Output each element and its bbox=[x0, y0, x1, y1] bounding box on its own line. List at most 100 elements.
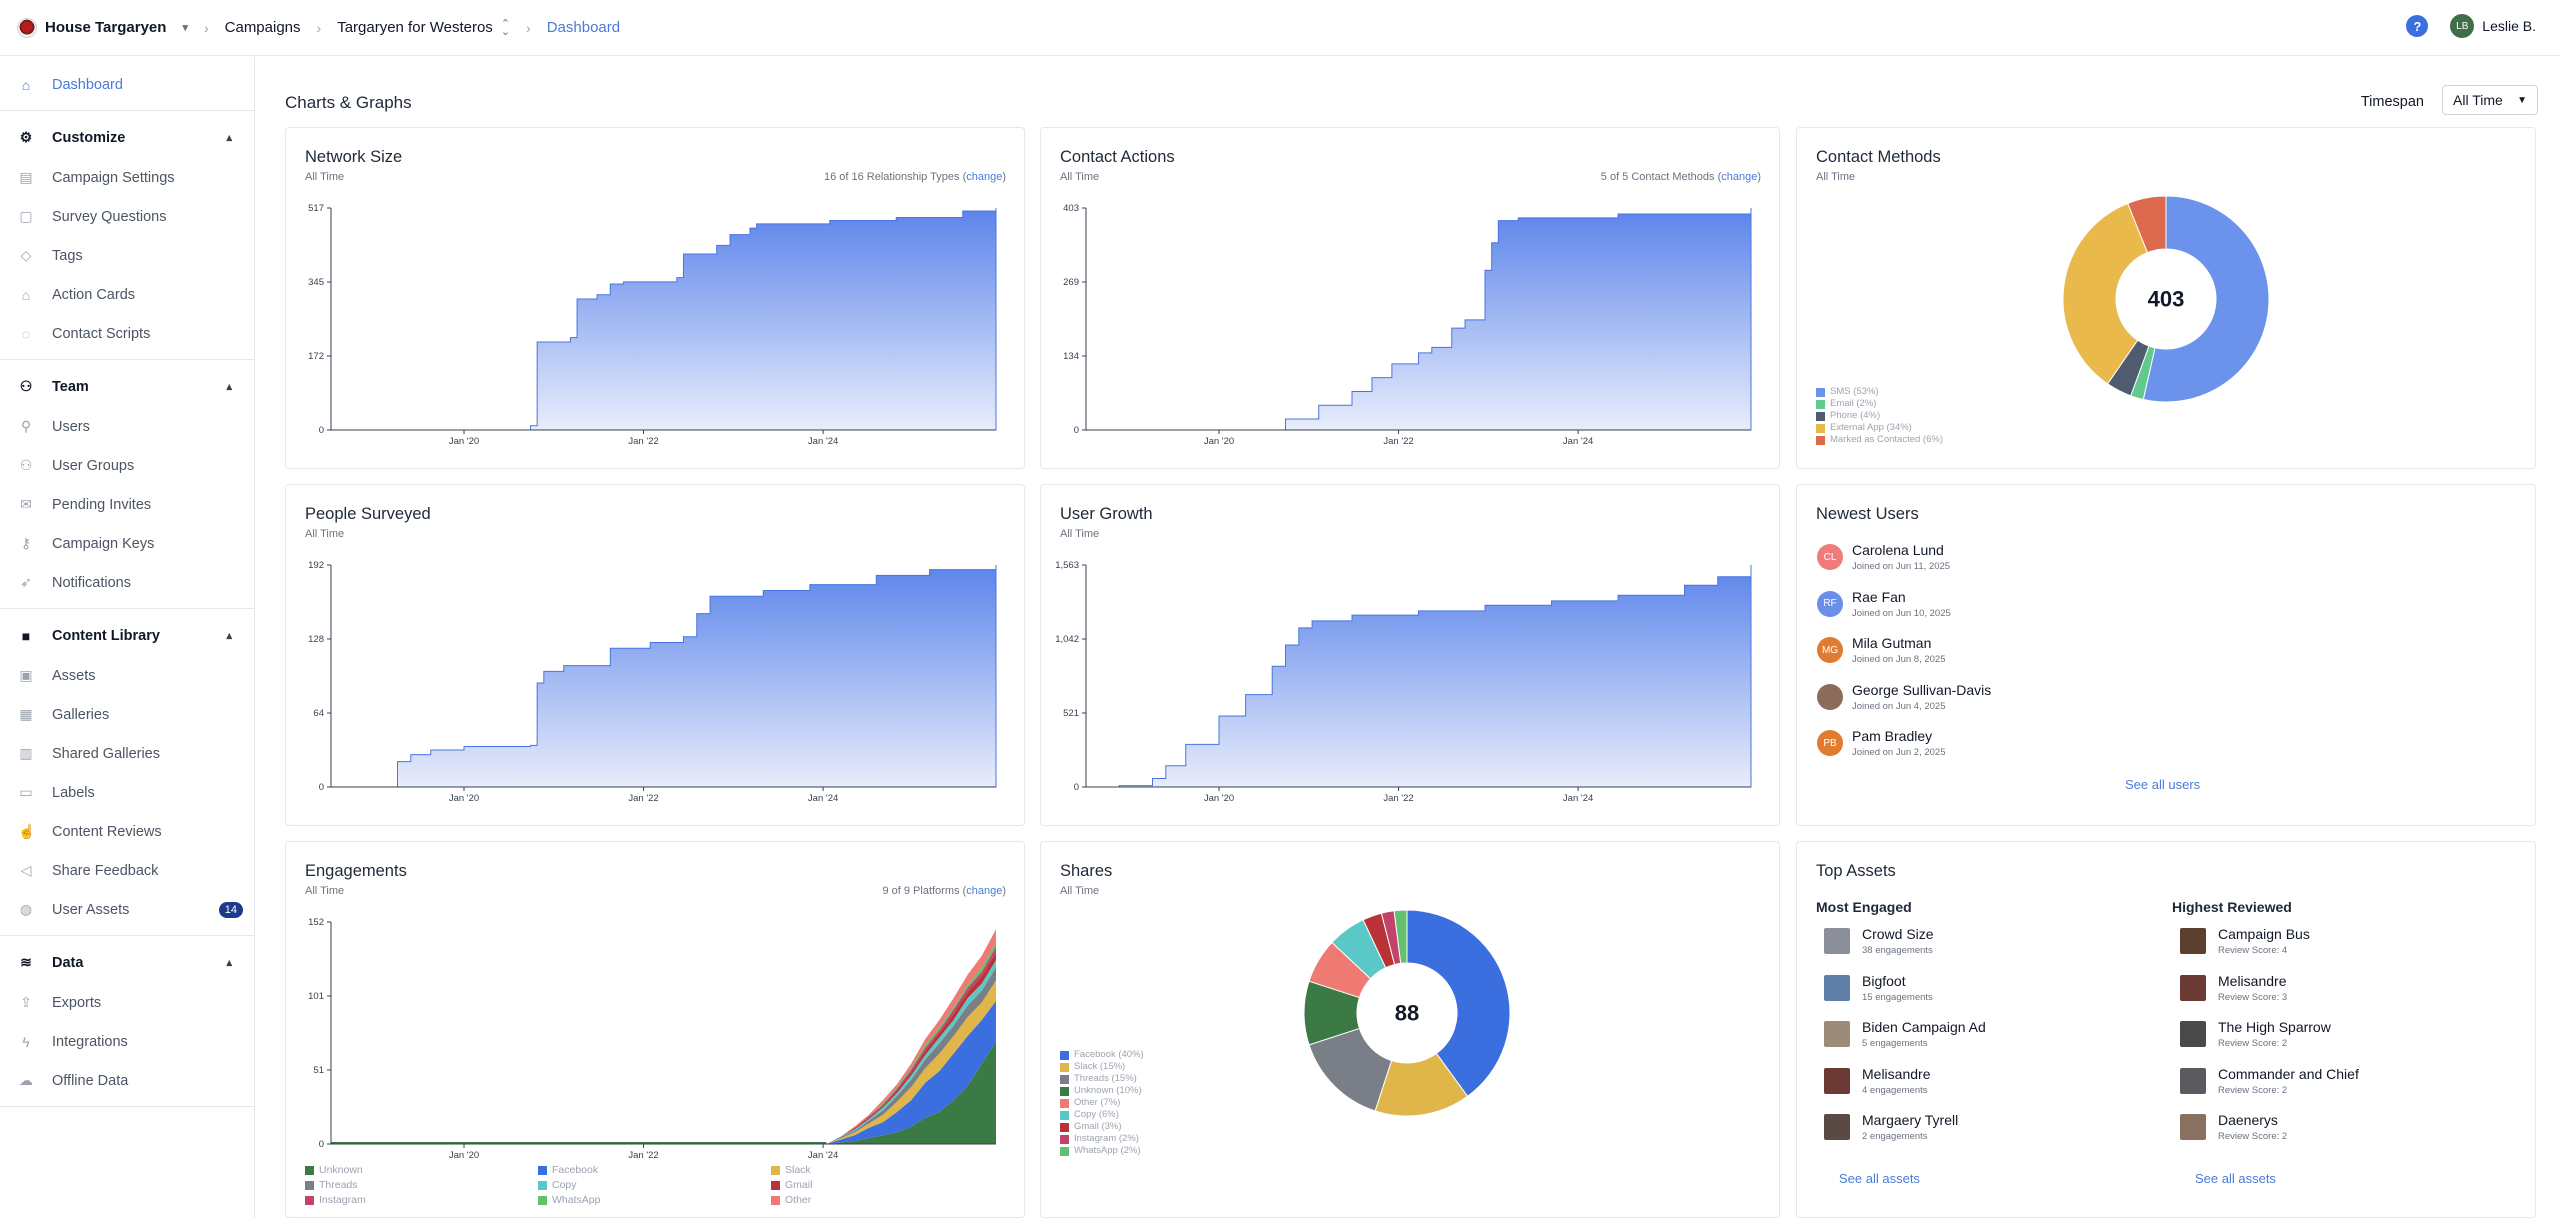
newest-user-row[interactable]: CL Carolena Lund Joined on Jun 11, 2025 bbox=[1817, 542, 1950, 572]
user-name[interactable]: Leslie B. bbox=[2482, 18, 2536, 34]
sidebar-item-shared-galleries[interactable]: ▥ Shared Galleries bbox=[0, 734, 254, 773]
sidebar-item-action-cards[interactable]: ⌂ Action Cards bbox=[0, 275, 254, 314]
legend-item: Slack bbox=[771, 1164, 971, 1176]
timespan-select[interactable]: All Time ▼ bbox=[2442, 85, 2538, 115]
legend-swatch bbox=[305, 1165, 314, 1175]
newest-user-row[interactable]: MG Mila Gutman Joined on Jun 8, 2025 bbox=[1817, 635, 1946, 665]
sidebar-item-users[interactable]: ⚲ Users bbox=[0, 407, 254, 446]
legend-swatch bbox=[305, 1195, 314, 1205]
legend-item: Unknown (10%) bbox=[1060, 1085, 1144, 1097]
legend-swatch bbox=[538, 1165, 547, 1175]
legend-swatch bbox=[538, 1180, 547, 1190]
asset-row[interactable]: Melisandre Review Score: 3 bbox=[2180, 973, 2287, 1003]
asset-row[interactable]: Bigfoot 15 engagements bbox=[1824, 973, 1933, 1003]
asset-name: The High Sparrow bbox=[2218, 1019, 2331, 1035]
legend-swatch bbox=[1816, 411, 1825, 421]
user-info: Rae Fan Joined on Jun 10, 2025 bbox=[1852, 589, 1951, 619]
user-joined-date: Joined on Jun 2, 2025 bbox=[1852, 747, 1946, 758]
asset-info: Commander and Chief Review Score: 2 bbox=[2218, 1066, 2359, 1096]
legend-label: SMS (53%) bbox=[1830, 386, 1879, 397]
sidebar-item-survey-questions[interactable]: ▢ Survey Questions bbox=[0, 197, 254, 236]
sidebar-item-label: Tags bbox=[52, 247, 83, 264]
sidebar-item-exports[interactable]: ⇪ Exports bbox=[0, 983, 254, 1022]
asset-name: Commander and Chief bbox=[2218, 1065, 2359, 1082]
sidebar-item-dashboard[interactable]: ⌂ Dashboard bbox=[0, 65, 254, 104]
change-link[interactable]: change bbox=[966, 171, 1003, 183]
see-all-assets-link[interactable]: See all assets bbox=[1839, 1171, 1920, 1186]
sidebar-item-content-reviews[interactable]: ☝ Content Reviews bbox=[0, 812, 254, 851]
asset-row[interactable]: Margaery Tyrell 2 engagements bbox=[1824, 1112, 1958, 1142]
contact-actions-chart: 0 134 269 403 Jan '20 Jan '22 Jan '24 bbox=[1063, 203, 1752, 447]
sidebar-section-customize[interactable]: ⚙ Customize ▴ bbox=[0, 117, 254, 158]
legend-label: Slack (15%) bbox=[1074, 1061, 1126, 1072]
tag-icon: ◇ bbox=[20, 247, 32, 263]
legend-item: Gmail bbox=[771, 1179, 971, 1191]
user-joined-date: Joined on Jun 10, 2025 bbox=[1852, 607, 1951, 619]
x-tick-label: Jan '20 bbox=[449, 1150, 479, 1161]
sidebar-item-integrations[interactable]: ϟ Integrations bbox=[0, 1022, 254, 1061]
clipboard-icon: ▢ bbox=[19, 208, 33, 224]
image-icon: ▣ bbox=[19, 667, 33, 683]
chevron-down-icon: ▾ bbox=[182, 22, 188, 34]
contact-methods-legend: SMS (53%) Email (2%) Phone (4%) External Ap… bbox=[1816, 386, 1943, 446]
newest-user-row[interactable]: George Sullivan-Davis Joined on Jun 4, 20… bbox=[1817, 682, 1991, 712]
see-all-users-link[interactable]: See all users bbox=[2125, 777, 2201, 792]
asset-row[interactable]: Campaign Bus Review Score: 4 bbox=[2180, 926, 2310, 956]
legend-swatch bbox=[1816, 435, 1825, 445]
breadcrumb-campaign[interactable]: Targaryen for Westeros ⌃ ⌄ bbox=[337, 18, 510, 37]
legend-item: Threads (15%) bbox=[1060, 1073, 1144, 1085]
sidebar-item-assets[interactable]: ▣ Assets bbox=[0, 656, 254, 695]
asset-row[interactable]: Crowd Size 38 engagements bbox=[1824, 926, 1934, 956]
legend-label: Copy (6%) bbox=[1074, 1109, 1119, 1120]
sidebar-section-team[interactable]: ⚇ Team ▴ bbox=[0, 366, 254, 407]
sidebar-item-user-groups[interactable]: ⚇ User Groups bbox=[0, 446, 254, 485]
asset-meta: Review Score: 2 bbox=[2218, 1131, 2288, 1142]
people-surveyed-chart: 0 64 128 192 Jan '20 Jan '22 Jan '24 bbox=[308, 560, 997, 804]
see-all-assets-link[interactable]: See all assets bbox=[2195, 1171, 2276, 1186]
asset-row[interactable]: Biden Campaign Ad 5 engagements bbox=[1824, 1019, 1986, 1049]
change-link[interactable]: change bbox=[1721, 171, 1758, 183]
sidebar-item-campaign-keys[interactable]: ⚷ Campaign Keys bbox=[0, 524, 254, 563]
y-tick-label: 51 bbox=[313, 1065, 324, 1076]
user-joined-date: Joined on Jun 4, 2025 bbox=[1852, 700, 1946, 712]
change-link[interactable]: change bbox=[966, 885, 1003, 897]
sidebar-item-galleries[interactable]: ▦ Galleries bbox=[0, 695, 254, 734]
asset-row[interactable]: Melisandre 4 engagements bbox=[1824, 1066, 1930, 1096]
sidebar-item-label: User Assets bbox=[52, 901, 130, 918]
divider bbox=[0, 1106, 254, 1107]
asset-thumbnail bbox=[1824, 1114, 1850, 1140]
help-icon[interactable]: ? bbox=[2406, 15, 2429, 37]
sidebar-item-share-feedback[interactable]: ◁ Share Feedback bbox=[0, 851, 254, 890]
newest-user-row[interactable]: PB Pam Bradley Joined on Jun 2, 2025 bbox=[1817, 728, 1946, 758]
legend-item: Unknown bbox=[305, 1164, 538, 1176]
upload-icon: ⇪ bbox=[20, 994, 32, 1010]
card-subtitle: All Time bbox=[1060, 171, 1100, 183]
sidebar-section-data[interactable]: ≋ Data ▴ bbox=[0, 942, 254, 983]
asset-row[interactable]: Daenerys Review Score: 2 bbox=[2180, 1112, 2287, 1142]
sidebar-item-offline-data[interactable]: ☁ Offline Data bbox=[0, 1061, 254, 1100]
y-tick-label: 0 bbox=[1074, 782, 1079, 793]
user-avatar[interactable]: LB bbox=[2450, 14, 2475, 38]
sidebar-item-user-assets[interactable]: ◍ User Assets 14 bbox=[0, 890, 254, 929]
sidebar-item-labels[interactable]: ▭ Labels bbox=[0, 773, 254, 812]
legend-swatch bbox=[771, 1180, 780, 1190]
sidebar-section-content-library[interactable]: ■ Content Library ▴ bbox=[0, 615, 254, 656]
avatar: MG bbox=[1817, 637, 1843, 663]
sidebar-item-campaign-settings[interactable]: ▤ Campaign Settings bbox=[0, 158, 254, 197]
breadcrumb-campaigns[interactable]: Campaigns bbox=[224, 19, 301, 36]
donut-slice bbox=[2127, 195, 2167, 254]
sidebar-item-contact-scripts[interactable]: ◌ Contact Scripts bbox=[0, 314, 254, 353]
sidebar-item-tags[interactable]: ◇ Tags bbox=[0, 236, 254, 275]
legend-swatch bbox=[1060, 1110, 1069, 1120]
newest-user-row[interactable]: RF Rae Fan Joined on Jun 10, 2025 bbox=[1817, 589, 1951, 619]
asset-meta: 2 engagements bbox=[1862, 1131, 1928, 1142]
org-switcher[interactable]: House Targaryen ▾ bbox=[17, 17, 188, 38]
sidebar-item-label: Dashboard bbox=[52, 76, 123, 93]
asset-row[interactable]: The High Sparrow Review Score: 2 bbox=[2180, 1019, 2331, 1049]
sidebar-item-notifications[interactable]: ➶ Notifications bbox=[0, 563, 254, 602]
breadcrumb-dashboard[interactable]: Dashboard bbox=[546, 19, 621, 36]
asset-row[interactable]: Commander and Chief Review Score: 2 bbox=[2180, 1066, 2359, 1096]
legend-swatch bbox=[305, 1180, 314, 1190]
sidebar-item-pending-invites[interactable]: ✉ Pending Invites bbox=[0, 485, 254, 524]
legend-item: Other (7%) bbox=[1060, 1097, 1144, 1109]
